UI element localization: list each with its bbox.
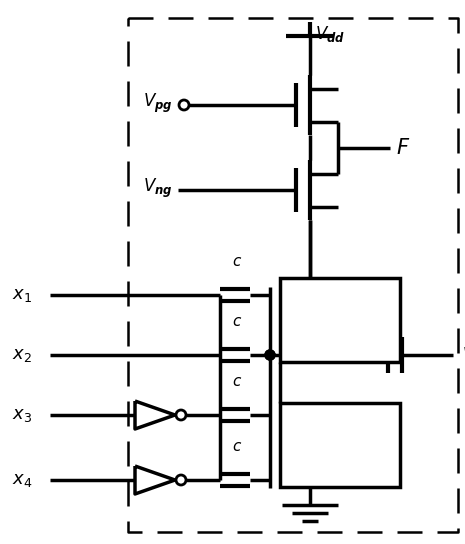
Bar — [280, 403, 400, 487]
Circle shape — [176, 410, 186, 420]
Circle shape — [179, 100, 189, 110]
Text: $V_{\mathregular{ctrl}}$: $V_{\mathregular{ctrl}}$ — [462, 345, 465, 365]
Circle shape — [176, 475, 186, 485]
Circle shape — [265, 350, 275, 360]
Text: $F$: $F$ — [396, 138, 410, 158]
Text: $c$: $c$ — [232, 314, 242, 329]
Text: $V_{\mathregular{pg}}$: $V_{\mathregular{pg}}$ — [143, 91, 173, 115]
Text: $x_4$: $x_4$ — [12, 471, 33, 489]
Bar — [280, 278, 400, 362]
Text: $c$: $c$ — [232, 254, 242, 269]
Text: $x_1$: $x_1$ — [12, 286, 32, 304]
Text: $x_3$: $x_3$ — [12, 406, 32, 424]
Text: $c$: $c$ — [232, 439, 242, 454]
Text: $V_{\mathregular{dd}}$: $V_{\mathregular{dd}}$ — [315, 24, 345, 44]
Text: $V_{\mathregular{ng}}$: $V_{\mathregular{ng}}$ — [143, 176, 173, 200]
Text: $x_2$: $x_2$ — [12, 346, 32, 364]
Text: $c$: $c$ — [232, 374, 242, 389]
Circle shape — [265, 350, 275, 360]
